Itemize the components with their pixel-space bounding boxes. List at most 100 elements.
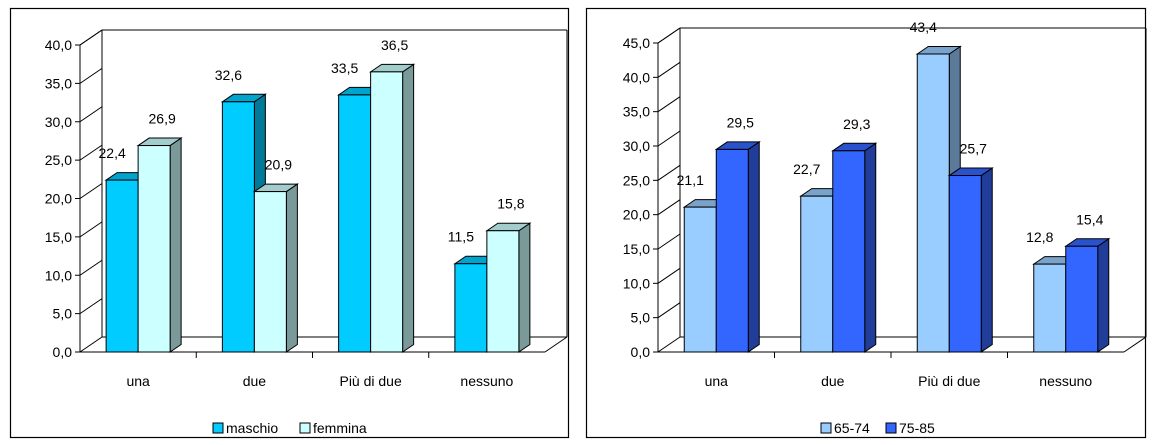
y-tick-label: 10,0	[45, 267, 72, 283]
data-label: 15,8	[497, 196, 524, 212]
bar	[1064, 237, 1111, 353]
legend-label: 75-85	[899, 420, 935, 436]
y-tick-label: 45,0	[623, 35, 650, 51]
data-label: 32,6	[215, 67, 242, 83]
y-tick-label: 40,0	[45, 37, 72, 53]
y-tick-label: 20,0	[623, 207, 650, 223]
y-tick-depth	[79, 67, 103, 84]
y-tick-depth	[79, 144, 103, 161]
y-tick-depth	[79, 336, 103, 353]
data-label: 11,5	[448, 229, 474, 245]
bar	[252, 183, 299, 353]
chart-panel-sex: 0,0 5,0 10,0 15,0 20,0 25,0 30,0 35,0 40,0 una 22,…	[9, 7, 570, 439]
y-tick-label: 35,0	[623, 104, 650, 120]
bar	[136, 137, 183, 353]
y-tick-label: 5,0	[53, 306, 73, 322]
legend-swatch	[885, 422, 897, 434]
y-tick-depth	[657, 130, 681, 147]
x-tick-label: due	[243, 373, 267, 389]
data-label: 36,5	[381, 37, 408, 53]
bar-side	[285, 183, 298, 353]
data-label: 22,4	[99, 145, 126, 161]
chart-panel-age: 0,0 5,0 10,0 15,0 20,0 25,0 30,0 35,0 40,0 45,0 un…	[578, 0, 1156, 445]
bar-side	[747, 140, 760, 353]
x-tick-label: una	[705, 373, 729, 389]
y-tick-depth	[657, 96, 681, 113]
x-tick-label: nessuno	[460, 373, 513, 389]
bar-front	[370, 71, 404, 353]
x-tick-label: Più di due	[918, 373, 980, 389]
x-tick-label: una	[126, 373, 150, 389]
floor-right-edge	[544, 336, 568, 353]
y-tick-depth	[79, 221, 103, 238]
data-label: 15,4	[1076, 211, 1103, 227]
bar-side	[518, 222, 531, 353]
y-tick-depth	[657, 61, 681, 78]
y-tick-depth	[79, 298, 103, 315]
y-tick-label: 25,0	[623, 172, 650, 188]
bar	[714, 140, 761, 353]
y-tick-label: 10,0	[623, 275, 650, 291]
bar-front	[715, 148, 749, 353]
data-label: 12,8	[1026, 229, 1053, 245]
legend-swatch	[299, 422, 311, 434]
y-tick-depth	[657, 302, 681, 319]
data-label: 29,3	[843, 116, 870, 132]
bar-front	[338, 94, 372, 353]
data-label: 20,9	[265, 157, 292, 173]
y-tick-depth	[657, 27, 681, 44]
y-tick-depth	[79, 106, 103, 123]
y-tick-depth	[79, 259, 103, 276]
y-tick-label: 15,0	[45, 229, 72, 245]
y-tick-label: 5,0	[631, 310, 651, 326]
bar-front	[137, 145, 171, 353]
bar	[947, 167, 994, 353]
x-tick-label: due	[821, 373, 845, 389]
y-tick-label: 0,0	[53, 344, 73, 360]
y-tick-depth	[79, 183, 103, 199]
data-label: 22,7	[793, 161, 820, 177]
y-tick-label: 30,0	[623, 138, 650, 154]
chart-svg-age: 0,0 5,0 10,0 15,0 20,0 25,0 30,0 35,0 40,0 45,0 un…	[585, 7, 1147, 439]
bar-front	[1065, 245, 1099, 353]
data-label: 43,4	[910, 19, 937, 35]
data-label: 29,5	[727, 114, 754, 130]
legend-swatch	[212, 422, 224, 434]
bar-side	[864, 142, 877, 353]
bar-front	[221, 101, 255, 353]
bar-front	[916, 53, 950, 353]
legend-label: femmina	[313, 420, 367, 436]
y-tick-depth	[79, 29, 103, 46]
bar-front	[105, 179, 139, 353]
y-tick-depth	[657, 267, 681, 284]
y-tick-depth	[657, 164, 681, 181]
bar-front	[253, 191, 287, 353]
data-label: 33,5	[331, 60, 358, 76]
chart-svg-sex: 0,0 5,0 10,0 15,0 20,0 25,0 30,0 35,0 40,0 una 22,…	[9, 7, 570, 439]
y-tick-label: 0,0	[631, 344, 651, 360]
data-label: 21,1	[677, 172, 704, 188]
bar-front	[948, 175, 982, 353]
bar-front	[454, 263, 488, 353]
y-tick-label: 35,0	[45, 75, 72, 91]
y-tick-depth	[657, 199, 681, 216]
bar-front	[683, 206, 717, 353]
data-label: 25,7	[960, 141, 987, 157]
x-tick-label: Più di due	[339, 373, 401, 389]
bar-side	[402, 63, 415, 353]
y-tick-label: 30,0	[45, 114, 72, 130]
bar-front	[1033, 263, 1067, 353]
y-tick-depth	[657, 336, 681, 353]
bar-front	[486, 230, 520, 353]
floor-right-edge	[1123, 336, 1147, 353]
legend-label: maschio	[226, 420, 278, 436]
legend-label: 65-74	[834, 420, 870, 436]
bar-front	[800, 195, 834, 353]
legend-swatch	[820, 422, 832, 434]
y-tick-label: 15,0	[623, 241, 650, 257]
bar-side	[980, 167, 993, 353]
data-label: 26,9	[149, 111, 176, 127]
bar	[831, 142, 878, 353]
bar-side	[1097, 237, 1110, 353]
bar-side	[169, 137, 182, 353]
